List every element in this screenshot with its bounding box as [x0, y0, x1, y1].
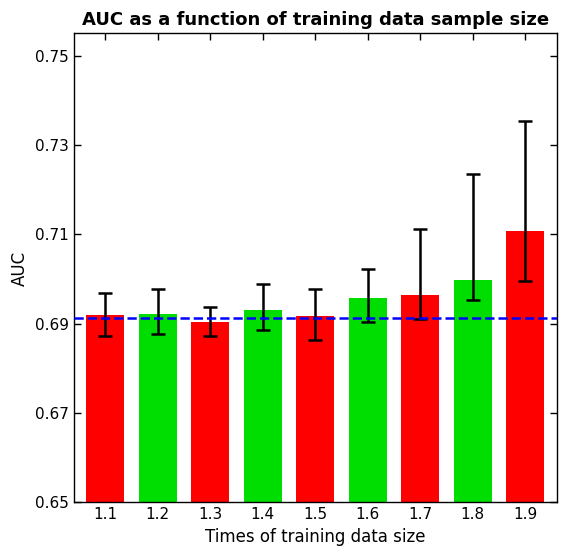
Bar — [86, 315, 124, 502]
X-axis label: Times of training data size: Times of training data size — [205, 528, 425, 546]
Bar — [244, 310, 282, 502]
Bar — [139, 314, 177, 502]
Bar — [349, 298, 387, 502]
Title: AUC as a function of training data sample size: AUC as a function of training data sampl… — [82, 11, 549, 29]
Y-axis label: AUC: AUC — [11, 251, 29, 286]
Bar — [454, 280, 492, 502]
Bar — [507, 231, 544, 502]
Bar — [402, 295, 439, 502]
Bar — [296, 316, 334, 502]
Bar — [191, 321, 229, 502]
